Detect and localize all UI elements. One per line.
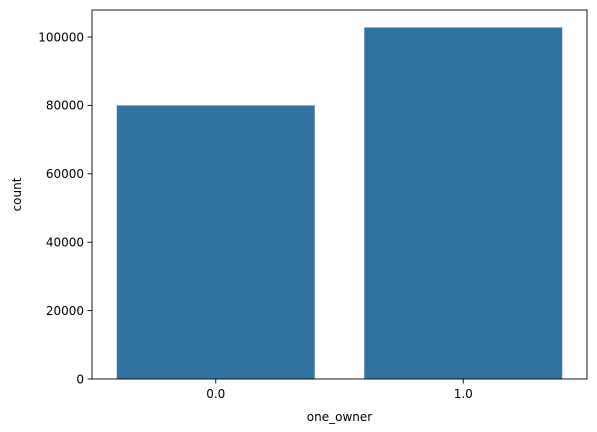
y-tick-label: 80000 <box>46 99 84 113</box>
x-axis: 0.0 1.0 <box>206 379 473 401</box>
x-tick-label: 0.0 <box>206 387 225 401</box>
y-tick-label: 0 <box>76 372 84 386</box>
y-tick-label: 60000 <box>46 167 84 181</box>
y-axis: 0 20000 40000 60000 80000 100000 <box>38 30 92 386</box>
bar-0-0 <box>117 105 315 379</box>
y-tick-label: 20000 <box>46 304 84 318</box>
x-tick-label: 1.0 <box>454 387 473 401</box>
y-axis-label: count <box>10 177 24 211</box>
y-tick-label: 40000 <box>46 236 84 250</box>
bar-1-0 <box>364 27 562 379</box>
x-axis-label: one_owner <box>307 410 372 424</box>
y-tick-label: 100000 <box>38 30 84 44</box>
bars-group <box>117 27 563 379</box>
